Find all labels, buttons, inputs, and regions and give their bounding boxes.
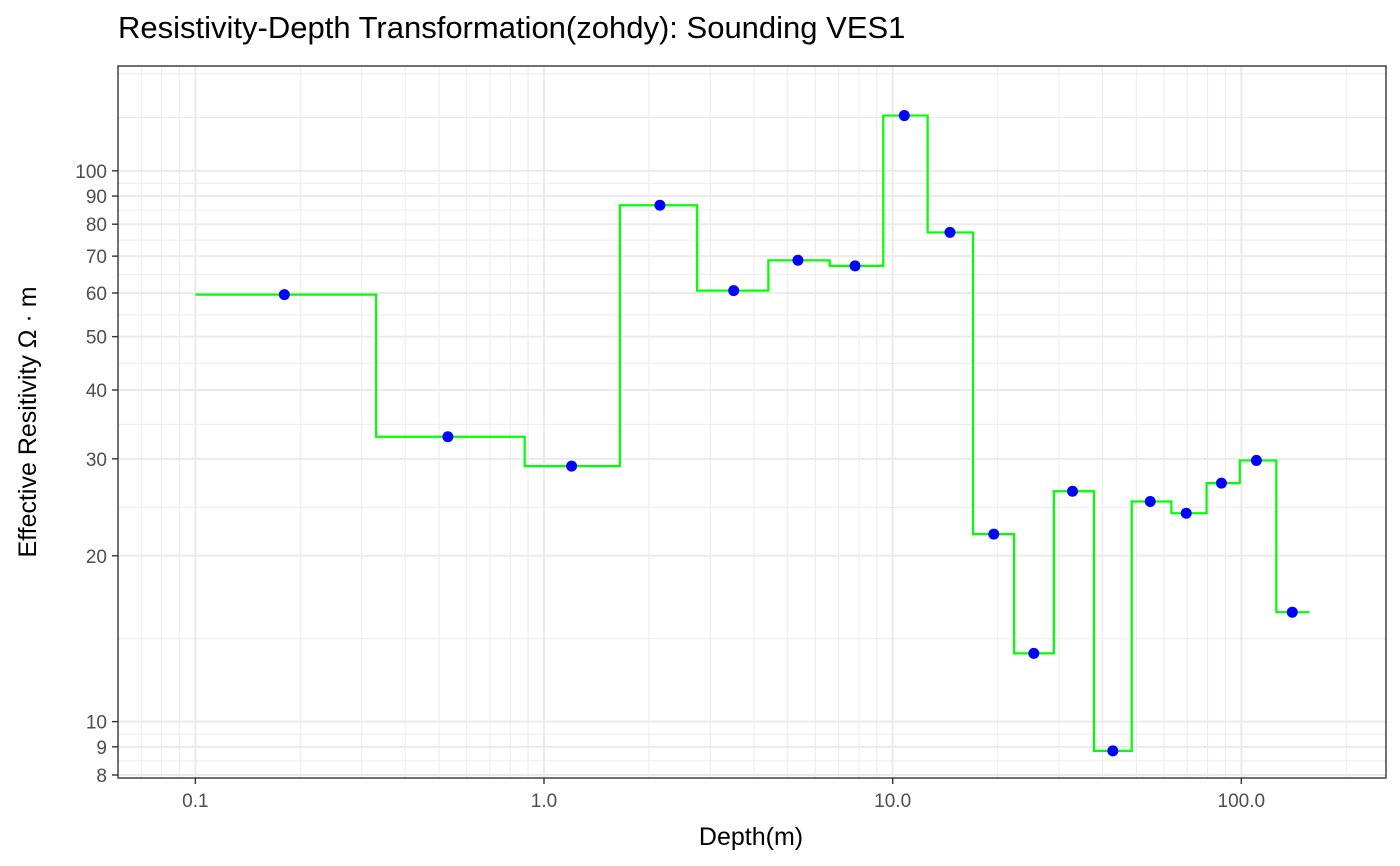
series-layer — [195, 110, 1310, 757]
y-tick-label: 60 — [86, 284, 107, 305]
y-tick-label: 70 — [86, 247, 107, 268]
data-point — [566, 460, 578, 472]
x-tick-label: 1.0 — [531, 791, 557, 812]
y-tick-label: 9 — [96, 738, 107, 759]
data-point — [792, 254, 804, 266]
x-tick-label: 0.1 — [182, 791, 208, 812]
y-tick-label: 20 — [86, 547, 107, 568]
chart-title: Resistivity-Depth Transformation(zohdy):… — [118, 10, 906, 45]
data-point — [442, 431, 454, 443]
y-tick-label: 30 — [86, 450, 107, 471]
x-tick-label: 100.0 — [1218, 791, 1266, 812]
data-point — [944, 226, 956, 238]
data-point — [654, 199, 666, 211]
x-tick-label: 10.0 — [874, 791, 911, 812]
y-axis-title: Effective Resitivity Ω · m — [14, 286, 42, 557]
y-tick-label: 100 — [75, 162, 107, 183]
x-axis-title: Depth(m) — [699, 823, 803, 851]
axis-layer: 0.1 1.0 10.0 100.0 8 9 10 20 30 40 50 60 70 80 90 100 — [75, 162, 1265, 812]
data-point — [988, 528, 1000, 540]
data-point — [1215, 477, 1227, 489]
data-point — [898, 110, 910, 122]
y-tick-label: 40 — [86, 381, 107, 402]
plot-panel-border — [117, 65, 1387, 779]
y-tick-label: 80 — [86, 215, 107, 236]
data-point — [728, 285, 740, 297]
y-tick-label: 90 — [86, 187, 107, 208]
major-grid — [118, 66, 1386, 778]
data-point — [1286, 606, 1298, 618]
data-point — [1028, 647, 1040, 659]
data-point — [278, 289, 290, 301]
resistivity-step-line — [195, 114, 1310, 752]
y-tick-label: 8 — [96, 766, 107, 787]
data-point — [1107, 745, 1119, 757]
minor-grid — [117, 66, 1386, 778]
data-point — [1144, 495, 1156, 507]
y-tick-label: 10 — [86, 713, 107, 734]
data-point — [1067, 485, 1079, 497]
data-point — [1180, 507, 1192, 519]
y-tick-label: 50 — [86, 328, 107, 349]
data-point — [1250, 454, 1262, 466]
data-point — [849, 260, 861, 272]
